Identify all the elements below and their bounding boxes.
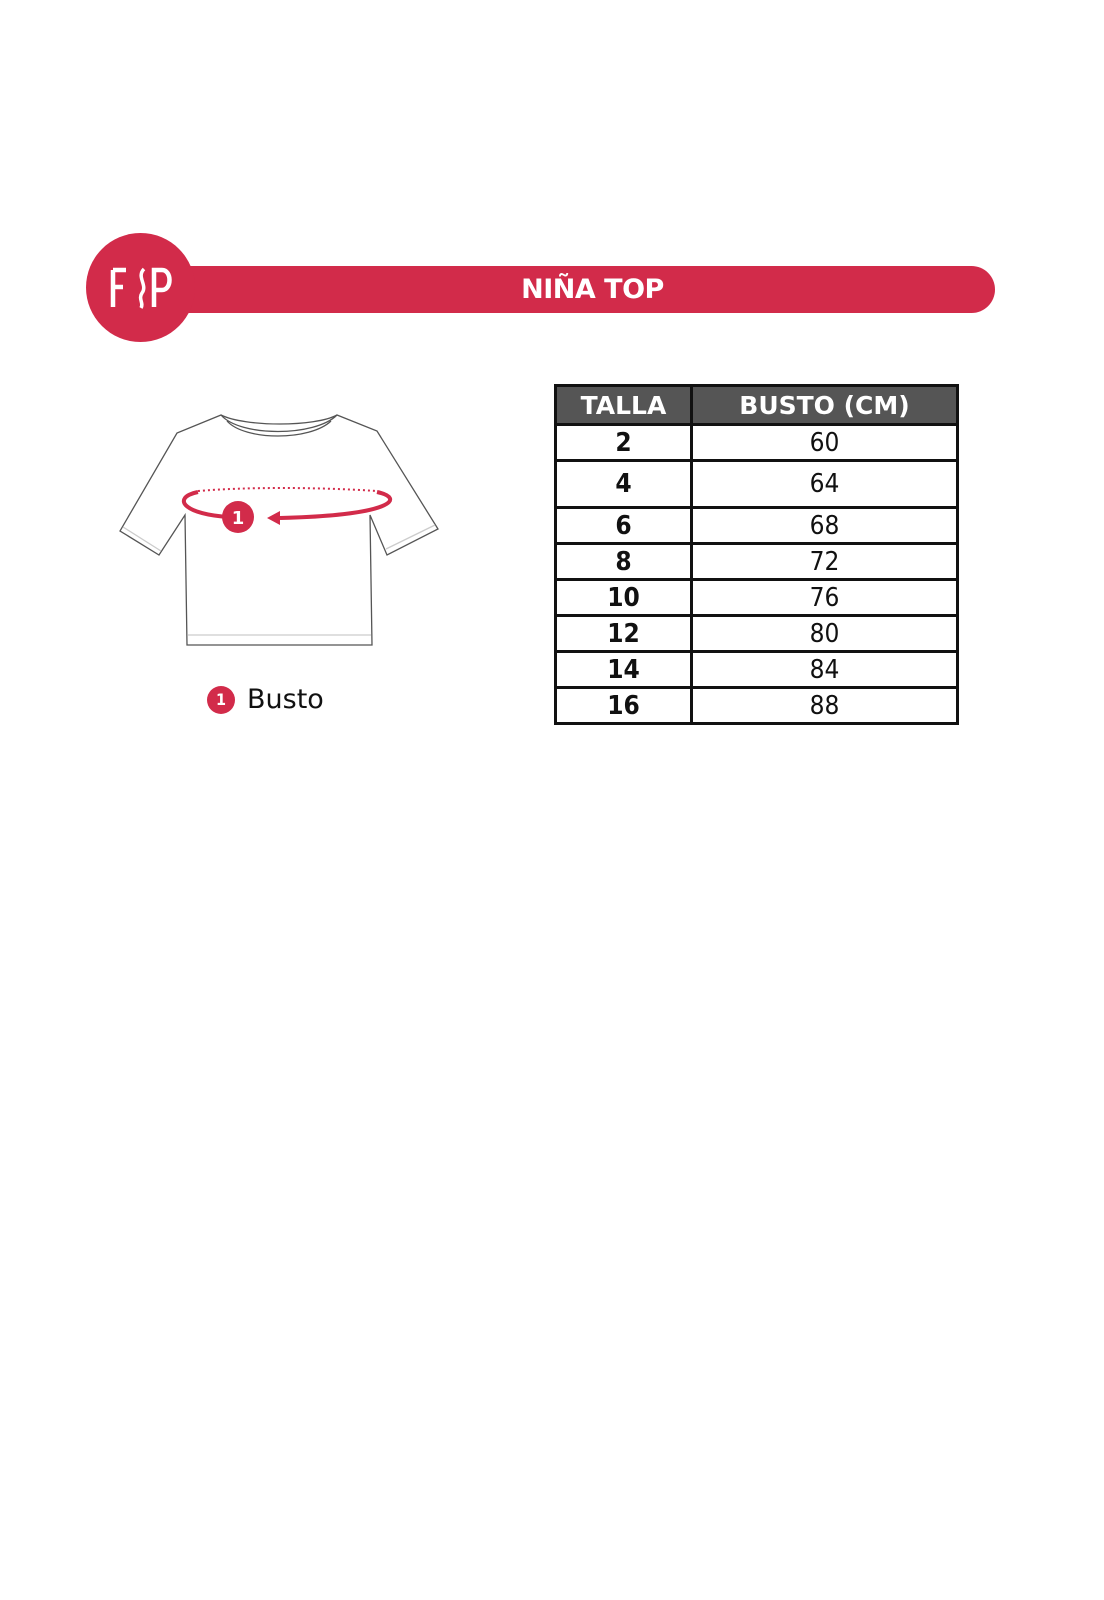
cell-busto: 88 xyxy=(689,686,960,725)
cell-busto: 76 xyxy=(689,578,960,617)
cell-talla: 10 xyxy=(554,578,693,617)
brand-logo xyxy=(86,233,195,342)
page-title: NIÑA TOP xyxy=(521,274,664,305)
cell-talla: 16 xyxy=(554,686,693,725)
cell-talla: 12 xyxy=(554,614,693,653)
table-row: 8 72 xyxy=(554,542,960,581)
cell-busto: 68 xyxy=(689,506,960,545)
table-row: 4 64 xyxy=(554,459,960,509)
column-header-busto: BUSTO (CM) xyxy=(689,384,960,426)
measure-marker-number: 1 xyxy=(232,508,245,529)
cell-talla: 2 xyxy=(554,423,693,462)
measure-marker xyxy=(222,501,254,533)
cell-busto: 80 xyxy=(689,614,960,653)
column-header-talla: TALLA xyxy=(554,384,693,426)
table-row: 6 68 xyxy=(554,506,960,545)
cell-busto: 72 xyxy=(689,542,960,581)
size-table: TALLA BUSTO (CM) 2 60 4 64 6 68 8 72 10 76 12… xyxy=(554,384,960,725)
cell-busto: 64 xyxy=(689,459,960,509)
title-banner: NIÑA TOP xyxy=(130,266,995,313)
table-header: TALLA BUSTO (CM) xyxy=(554,384,960,426)
legend-number: 1 xyxy=(207,685,235,714)
shirt-diagram: 1 xyxy=(119,414,439,646)
legend-label: Busto xyxy=(247,684,324,715)
table-row: 10 76 xyxy=(554,578,960,617)
table-row: 16 88 xyxy=(554,686,960,725)
cell-talla: 4 xyxy=(554,459,693,509)
cell-talla: 8 xyxy=(554,542,693,581)
cell-talla: 6 xyxy=(554,506,693,545)
legend-item: 1 Busto xyxy=(207,684,324,715)
cell-talla: 14 xyxy=(554,650,693,689)
table-row: 2 60 xyxy=(554,423,960,462)
cell-busto: 60 xyxy=(689,423,960,462)
cell-busto: 84 xyxy=(689,650,960,689)
table-row: 14 84 xyxy=(554,650,960,689)
table-row: 12 80 xyxy=(554,614,960,653)
